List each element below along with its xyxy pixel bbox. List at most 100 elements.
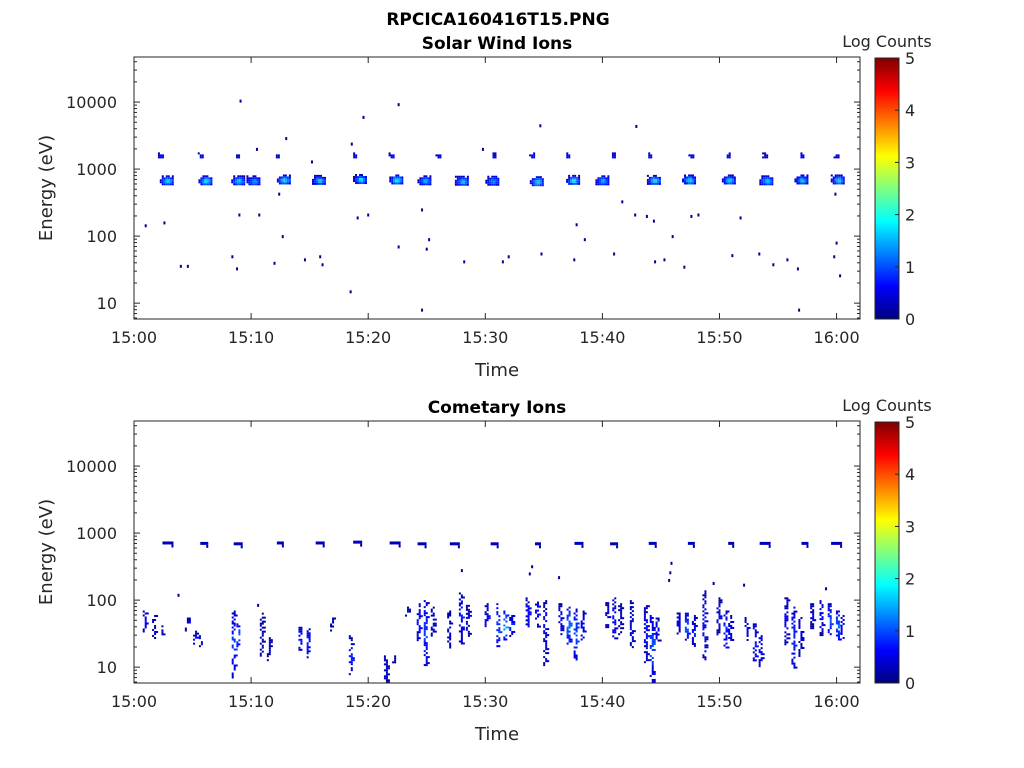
data-cell	[631, 638, 634, 641]
data-cell	[566, 632, 569, 635]
data-cell	[423, 644, 428, 647]
data-cell	[536, 601, 539, 604]
data-cluster	[435, 154, 442, 159]
data-cell	[280, 176, 283, 179]
plot-frame	[133, 56, 861, 320]
data-cell	[527, 617, 530, 620]
colorbar-gradient	[874, 421, 900, 684]
data-cell	[758, 641, 761, 644]
data-cell	[210, 179, 213, 182]
data-cluster	[157, 152, 164, 159]
data-cell	[566, 626, 571, 629]
data-cell	[503, 610, 506, 613]
data-cell	[465, 606, 468, 609]
data-cell	[238, 639, 241, 642]
data-cell	[800, 632, 803, 635]
plot-area	[134, 57, 860, 319]
data-cell	[235, 179, 238, 182]
data-point	[613, 252, 616, 256]
data-cell	[692, 178, 695, 181]
data-cluster	[388, 152, 395, 159]
data-cell	[535, 176, 538, 179]
data-cell	[784, 641, 789, 644]
data-cell	[723, 624, 726, 627]
data-cell	[765, 179, 768, 182]
data-cell	[645, 659, 650, 662]
data-cell	[201, 156, 204, 159]
data-cell	[761, 175, 764, 178]
data-cell	[768, 544, 771, 548]
data-cell	[702, 634, 705, 637]
data-cell	[392, 661, 397, 664]
data-cell	[643, 645, 648, 648]
colorbar-tick-label: 3	[905, 517, 915, 536]
spectrogram-data	[142, 540, 845, 683]
data-cell	[812, 609, 815, 612]
data-cell	[842, 176, 845, 179]
data-cell	[575, 608, 578, 611]
data-cell	[418, 629, 421, 632]
data-cell	[760, 635, 763, 638]
data-cell	[144, 612, 149, 615]
data-cell	[573, 628, 578, 631]
data-cell	[200, 179, 203, 182]
data-cell	[423, 626, 428, 629]
data-cell	[495, 175, 498, 178]
data-cell	[280, 182, 283, 185]
data-cell	[793, 628, 796, 631]
data-cell	[243, 175, 246, 178]
data-cell	[649, 614, 652, 617]
data-cell	[614, 597, 617, 600]
data-cell	[239, 181, 242, 184]
data-cell	[261, 650, 264, 653]
data-cell	[385, 681, 390, 683]
data-cell	[611, 154, 614, 157]
data-cell	[573, 656, 578, 659]
data-column	[744, 616, 751, 641]
data-cell	[332, 617, 337, 620]
data-cell	[568, 180, 571, 183]
plot-frame	[133, 420, 861, 684]
data-cell	[509, 618, 514, 621]
data-cell	[574, 178, 577, 181]
data-cell	[605, 614, 608, 617]
data-cell	[566, 614, 571, 617]
data-cell	[658, 180, 661, 183]
data-cell	[728, 152, 731, 155]
data-cell	[645, 653, 650, 656]
data-cell	[423, 634, 426, 637]
y-axis-label: Energy (eV)	[36, 499, 57, 605]
data-cell	[599, 181, 602, 184]
x-tick-label: 16:00	[814, 692, 860, 711]
data-cell	[702, 618, 705, 621]
data-cell	[765, 177, 768, 180]
data-cell	[655, 625, 658, 628]
data-cell	[688, 178, 691, 181]
data-cell	[282, 178, 285, 181]
data-cell	[767, 179, 770, 182]
data-cell	[716, 619, 719, 622]
data-cell	[646, 182, 649, 185]
data-cell	[649, 646, 652, 649]
data-cell	[383, 675, 388, 678]
data-cell	[332, 621, 335, 624]
data-cell	[580, 634, 583, 637]
data-cell	[800, 180, 803, 183]
data-cell	[494, 156, 497, 159]
data-cell	[421, 181, 424, 184]
data-cell	[614, 601, 617, 604]
data-cell	[829, 619, 832, 622]
data-point	[319, 255, 322, 259]
data-column	[649, 614, 656, 683]
data-cell	[614, 623, 617, 626]
data-cell	[804, 180, 807, 183]
data-cell	[629, 600, 632, 603]
data-cell	[531, 178, 534, 181]
data-cell	[648, 152, 651, 155]
data-cell	[806, 182, 809, 185]
data-cell	[691, 628, 696, 631]
data-cell	[684, 620, 689, 623]
data-column	[758, 635, 765, 668]
data-cell	[169, 183, 172, 186]
data-cell	[432, 606, 435, 609]
